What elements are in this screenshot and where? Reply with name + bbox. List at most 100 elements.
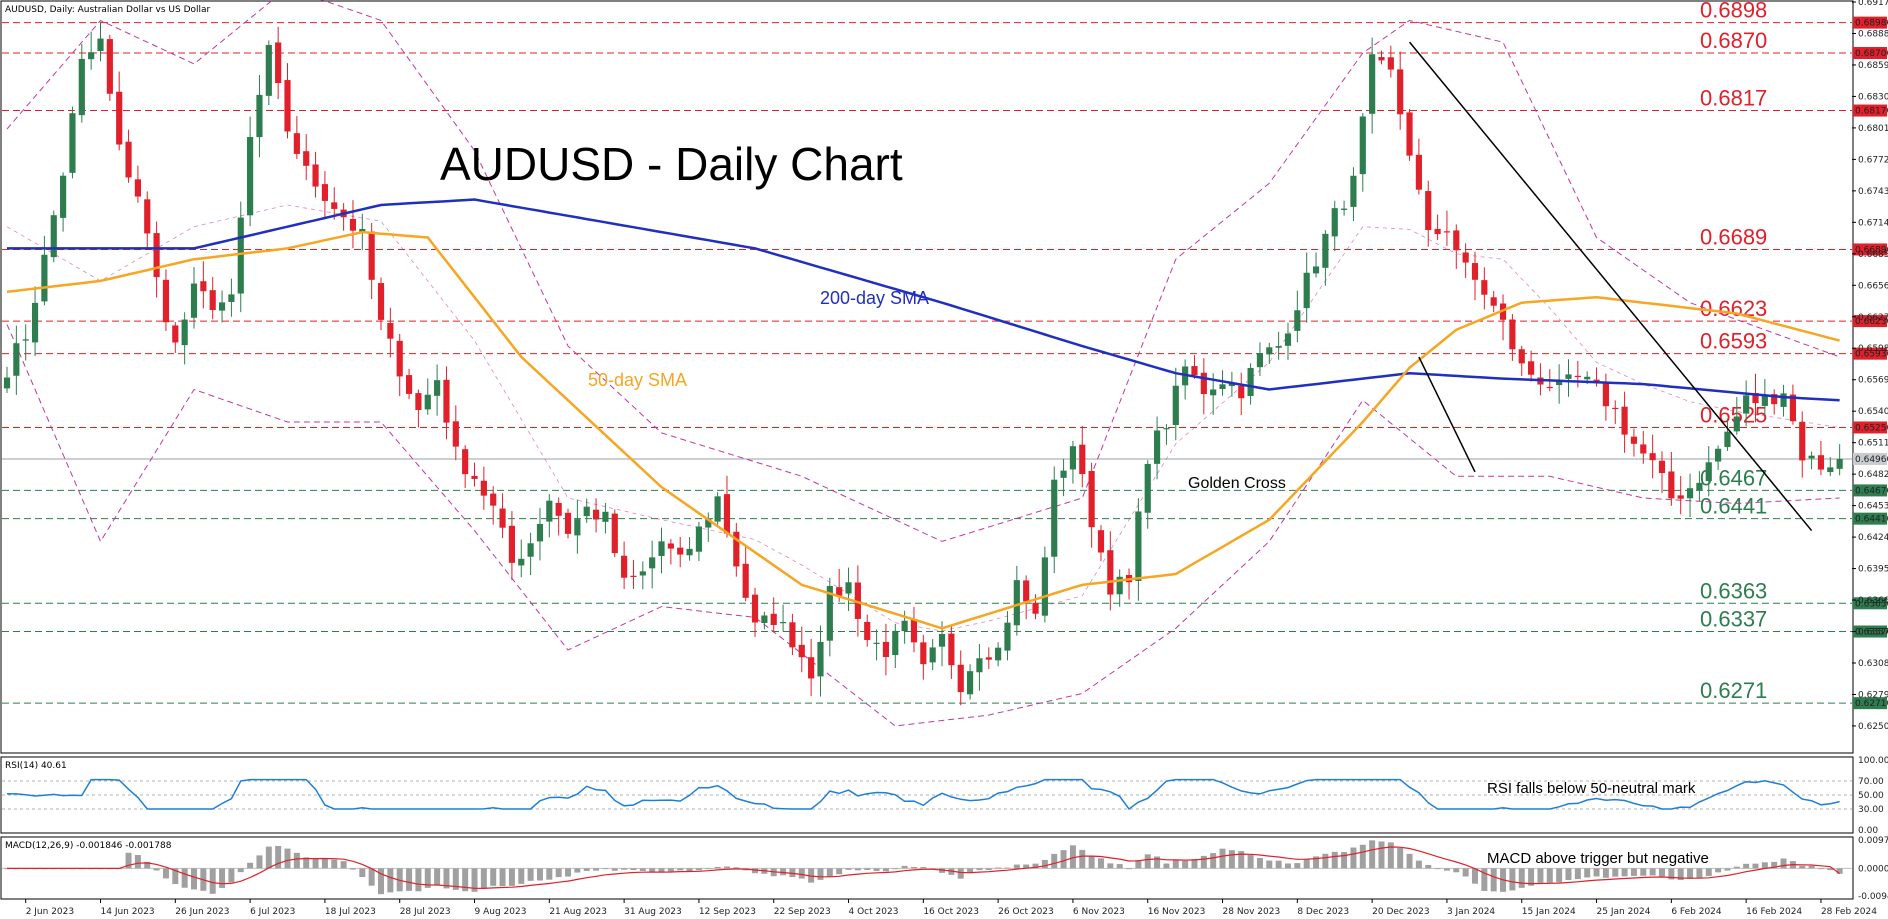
candle-body — [106, 39, 113, 94]
macd-bar — [630, 868, 637, 871]
candle-body — [247, 137, 254, 216]
candle-body — [116, 91, 123, 145]
date-tick-label: 18 Jul 2023 — [325, 907, 376, 917]
main-panel — [0, 0, 1854, 754]
macd-bar — [864, 868, 871, 871]
macd-bar — [1780, 858, 1787, 869]
candle-body — [368, 231, 375, 280]
rsi-tick-label: 100.00 — [1858, 756, 1888, 766]
macd-bar — [312, 858, 319, 869]
candle-body — [798, 644, 805, 658]
macd-bar — [387, 868, 394, 893]
macd-bar — [1659, 868, 1665, 877]
resistance-price-tag — [1853, 16, 1887, 29]
candle-body — [405, 375, 413, 394]
resistance-label: 0.6593 — [1700, 329, 1767, 354]
rsi-header: RSI(14) 40.61 — [5, 761, 67, 771]
candle-body — [836, 587, 843, 596]
candle-body — [228, 294, 235, 302]
candle-body — [583, 506, 590, 517]
macd-bar — [518, 868, 525, 884]
candle-body — [1612, 407, 1619, 410]
candle-body — [621, 555, 628, 578]
candle-body — [275, 42, 282, 84]
date-tick-label: 4 Oct 2023 — [849, 907, 899, 917]
macd-bar — [181, 868, 188, 888]
macd-bar — [536, 868, 543, 881]
macd-bar — [1584, 868, 1591, 878]
candle-body — [471, 475, 478, 479]
macd-bar — [415, 868, 422, 892]
candle-body — [424, 394, 431, 410]
candle-body — [200, 281, 207, 292]
candle-body — [443, 379, 450, 423]
symbol-header: AUDUSD, Daily: Australian Dollar vs US D… — [5, 5, 211, 15]
candle-body — [377, 283, 385, 320]
macd-note: MACD above trigger but negative — [1487, 850, 1709, 867]
date-tick-label: 16 Nov 2023 — [1148, 907, 1206, 917]
candle-body — [1294, 310, 1301, 331]
macd-bar — [256, 855, 263, 869]
macd-bar — [985, 868, 992, 870]
rsi-tick-label: 0.00 — [1858, 826, 1878, 836]
candle-body — [1490, 297, 1497, 306]
date-tick-label: 9 Aug 2023 — [475, 907, 527, 917]
candle-body — [293, 133, 300, 154]
candle-body — [966, 671, 974, 695]
macd-bar — [565, 868, 572, 877]
candle-body — [1387, 57, 1394, 70]
support-price-tag — [1853, 484, 1887, 497]
macd-bar — [854, 868, 861, 871]
resistance-label: 0.6870 — [1700, 28, 1767, 53]
macd-bar — [162, 868, 169, 879]
macd-bar — [667, 868, 674, 872]
macd-bar — [1640, 868, 1647, 876]
macd-bar — [284, 848, 291, 869]
resistance-price-tag — [1853, 104, 1887, 117]
macd-bar — [1462, 868, 1469, 877]
candle-body — [1256, 352, 1264, 368]
macd-bar — [733, 867, 740, 869]
candle-body — [695, 526, 703, 552]
date-tick-label: 31 Aug 2023 — [624, 907, 682, 917]
candle-body — [1107, 550, 1114, 595]
macd-bar — [1490, 868, 1497, 892]
candle-body — [1827, 467, 1834, 473]
macd-bar — [1182, 860, 1189, 869]
macd-bar — [490, 868, 497, 886]
macd-bar — [331, 859, 338, 869]
macd-bar — [1294, 863, 1301, 869]
candle-body — [1696, 482, 1703, 491]
macd-bar — [219, 868, 226, 888]
macd-bar — [1210, 853, 1217, 869]
macd-bar — [359, 868, 366, 877]
candle-body — [574, 519, 581, 536]
date-tick-label: 28 Feb 2024 — [1821, 907, 1877, 917]
macd-bar — [695, 868, 702, 871]
bollinger-middle-band — [6, 204, 1840, 632]
candle-body — [723, 494, 731, 534]
candle-body — [1584, 376, 1591, 380]
resistance-label: 0.6525 — [1700, 402, 1767, 427]
candle-body — [1369, 54, 1376, 114]
candle-body — [1640, 444, 1647, 454]
candle-body — [1546, 386, 1553, 389]
current-price-tag — [1853, 452, 1887, 465]
candle-body — [1453, 230, 1460, 251]
macd-bar — [1116, 864, 1123, 869]
support-label: 0.6271 — [1700, 678, 1767, 703]
macd-bar — [649, 868, 656, 872]
macd-bar — [939, 868, 946, 873]
macd-indicator: 0.009755 0.000000 -0.009498 — [2, 836, 1888, 902]
candle-body — [761, 615, 768, 623]
candle-body — [808, 657, 815, 679]
macd-bar — [845, 868, 852, 870]
macd-bar — [910, 866, 917, 869]
candle-body — [134, 179, 141, 197]
